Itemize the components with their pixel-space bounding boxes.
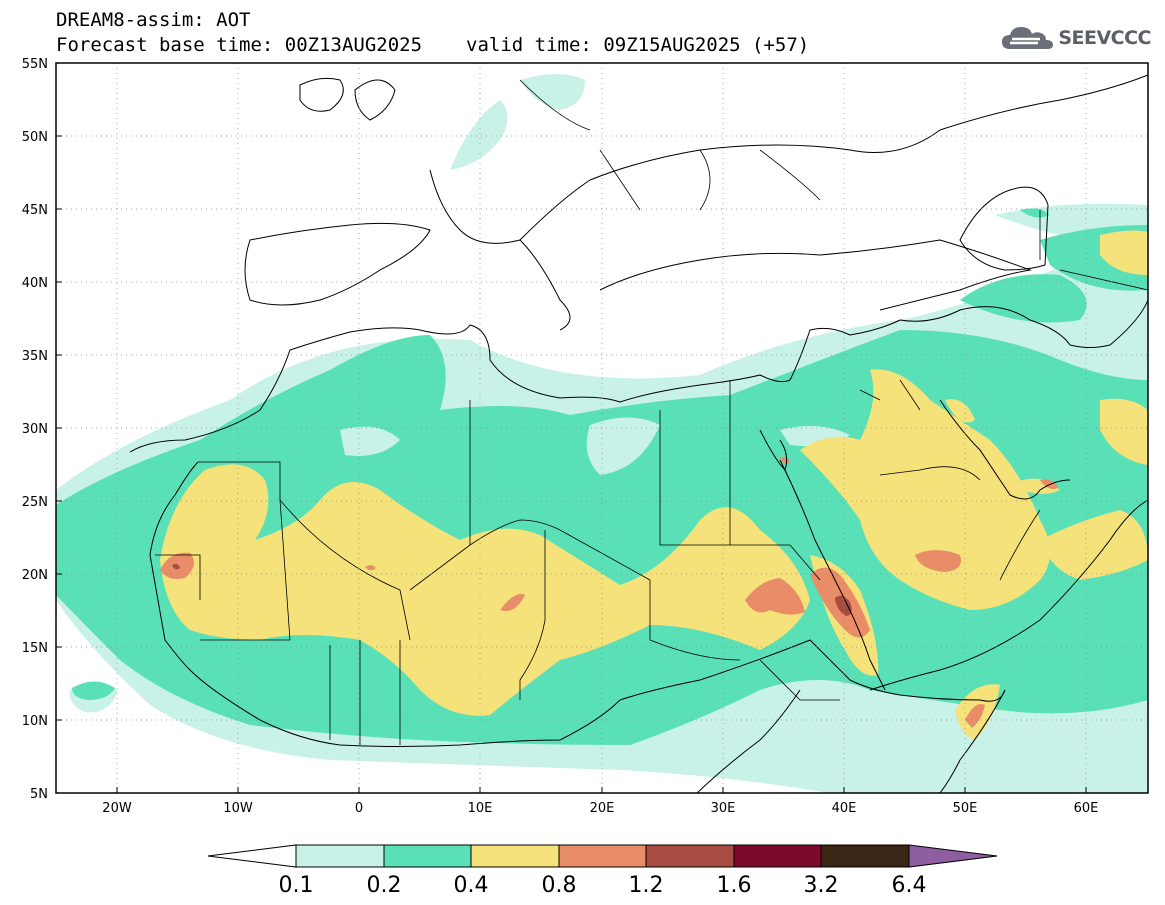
lat-label: 35N (22, 349, 48, 364)
lat-label: 55N (22, 57, 48, 72)
colorbar-segment (295, 844, 385, 868)
lat-labels: 55N 50N 45N 40N 35N 30N 25N 20N 15N 10N … (22, 57, 48, 802)
lat-label: 30N (22, 422, 48, 437)
colorbar-label: 0.1 (279, 873, 314, 898)
lat-label: 50N (22, 130, 48, 145)
valid-time: valid time: 09Z15AUG2025 (+57) (466, 34, 810, 56)
lat-label: 25N (22, 495, 48, 510)
aot-fields (56, 74, 1148, 793)
lon-label: 0 (355, 801, 363, 816)
colorbar-label: 6.4 (892, 873, 927, 898)
country-borders (155, 79, 1148, 745)
lon-label: 10W (223, 801, 253, 816)
map-title: DREAM8-assim: AOT (56, 9, 251, 31)
colorbar (207, 844, 998, 868)
lat-label: 40N (22, 276, 48, 291)
aot-hole-0.1 (340, 417, 850, 475)
lat-label: 5N (30, 787, 48, 802)
lon-label: 30E (711, 801, 736, 816)
colorbar-label: 0.4 (454, 873, 489, 898)
base-time: Forecast base time: 00Z13AUG2025 (56, 34, 423, 56)
colorbar-label: 3.2 (804, 873, 839, 898)
cloud-icon (1002, 27, 1054, 49)
colorbar-labels: 0.1 0.2 0.4 0.8 1.2 1.6 3.2 6.4 (279, 873, 927, 898)
colorbar-segment (820, 844, 910, 868)
lon-label: 20E (590, 801, 615, 816)
logo-text: SEEVCCC (1058, 27, 1151, 49)
lon-labels: 20W 10W 0 10E 20E 30E 40E 50E 60E (102, 801, 1098, 816)
lat-label: 15N (22, 641, 48, 656)
colorbar-segment (733, 844, 822, 868)
colorbar-segment (383, 844, 472, 868)
lon-label: 20W (102, 801, 132, 816)
colorbar-segment (470, 844, 560, 868)
coastlines (129, 74, 1148, 793)
colorbar-label: 1.6 (717, 873, 752, 898)
lon-label: 10E (468, 801, 493, 816)
colorbar-high-arrow (908, 844, 998, 868)
colorbar-low-arrow (207, 844, 297, 868)
colorbar-segment (645, 844, 735, 868)
lon-label: 50E (953, 801, 978, 816)
colorbar-label: 0.2 (367, 873, 402, 898)
graticule (56, 63, 1148, 793)
lat-label: 10N (22, 714, 48, 729)
seevccc-logo: SEEVCCC (1000, 22, 1151, 54)
tick-marks (56, 62, 1087, 793)
map-header: DREAM8-assim: AOT Forecast base time: 00… (56, 8, 809, 58)
time-row: Forecast base time: 00Z13AUG2025 valid ti… (56, 33, 809, 58)
aot-band-1.2 (172, 564, 852, 616)
lon-label: 40E (832, 801, 857, 816)
colorbar-segment (558, 844, 647, 868)
colorbar-label: 0.8 (542, 873, 577, 898)
lon-label: 60E (1074, 801, 1099, 816)
lat-label: 45N (22, 203, 48, 218)
lat-label: 20N (22, 568, 48, 583)
colorbar-label: 1.2 (629, 873, 664, 898)
